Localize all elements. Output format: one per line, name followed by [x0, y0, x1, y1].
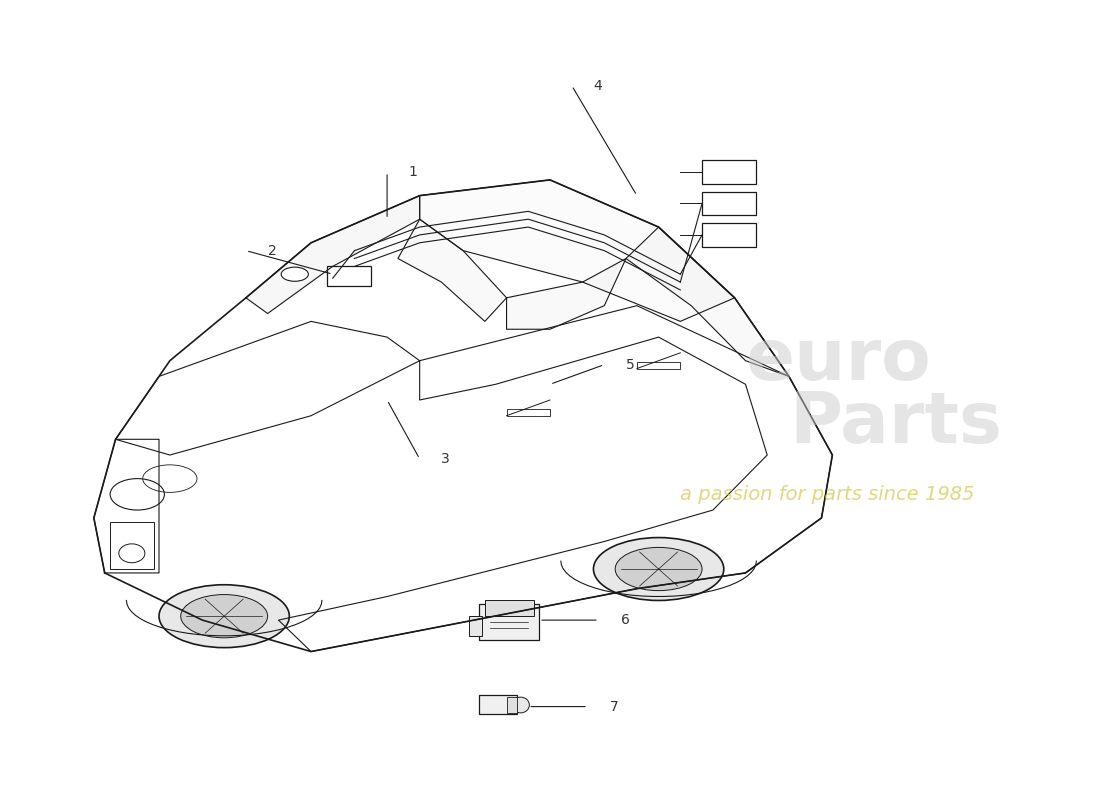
- Bar: [110, 522, 154, 569]
- Bar: [469, 616, 482, 636]
- Text: 2: 2: [267, 244, 276, 258]
- Bar: [480, 694, 517, 714]
- Ellipse shape: [615, 547, 702, 590]
- Text: a passion for parts since 1985: a passion for parts since 1985: [680, 485, 975, 504]
- Bar: [637, 362, 680, 369]
- Bar: [702, 160, 757, 184]
- Text: 5: 5: [626, 358, 635, 372]
- Bar: [702, 192, 757, 215]
- Bar: [480, 604, 539, 640]
- Text: euro: euro: [746, 326, 932, 395]
- Ellipse shape: [512, 697, 529, 713]
- Text: 3: 3: [441, 452, 450, 466]
- Bar: [485, 601, 534, 616]
- Bar: [328, 266, 371, 286]
- Polygon shape: [626, 227, 789, 377]
- Bar: [507, 697, 517, 713]
- Ellipse shape: [180, 594, 267, 638]
- Text: 4: 4: [593, 78, 602, 93]
- Polygon shape: [420, 180, 735, 322]
- Text: Parts: Parts: [789, 389, 1002, 458]
- Ellipse shape: [593, 538, 724, 601]
- Ellipse shape: [160, 585, 289, 648]
- Bar: [702, 223, 757, 246]
- Polygon shape: [507, 258, 626, 330]
- Text: 6: 6: [620, 613, 629, 627]
- Polygon shape: [246, 196, 420, 314]
- Polygon shape: [398, 219, 507, 322]
- Text: 7: 7: [609, 699, 618, 714]
- Text: 1: 1: [409, 165, 418, 179]
- Bar: [507, 410, 550, 416]
- Ellipse shape: [282, 267, 308, 282]
